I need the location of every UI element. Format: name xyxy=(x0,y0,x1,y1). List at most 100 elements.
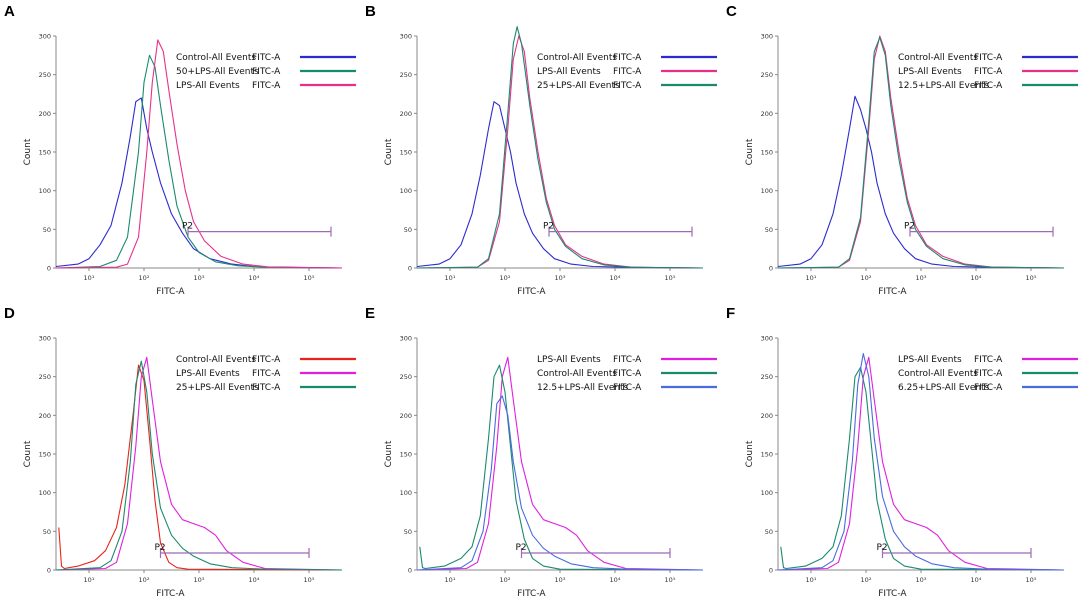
gate-label: P2 xyxy=(155,543,166,553)
x-tick-label: 10³ xyxy=(916,576,927,584)
panel-label: A xyxy=(4,3,15,20)
y-tick-label: 200 xyxy=(400,110,412,118)
panel-c: C 0 50 100 150 200 250 300 10¹ 10² 10³ 10⁴ 10⁵ FITC-A… xyxy=(722,0,1083,302)
legend-param: FITC-A xyxy=(252,355,281,365)
histogram-curve xyxy=(777,95,1065,269)
panel-label: E xyxy=(365,305,376,322)
legend-param: FITC-A xyxy=(974,81,1003,91)
legend-param: FITC-A xyxy=(252,53,281,63)
legend-param: FITC-A xyxy=(613,369,642,379)
y-tick-label: 200 xyxy=(400,412,412,420)
x-tick-label: 10⁴ xyxy=(249,274,260,282)
y-tick-label: 300 xyxy=(400,33,412,41)
x-tick-label: 10⁴ xyxy=(249,576,260,584)
x-tick-label: 10² xyxy=(861,274,872,282)
y-tick-label: 250 xyxy=(400,71,412,79)
x-tick-label: 10¹ xyxy=(806,274,817,282)
legend-label: 12.5+LPS-All Events xyxy=(898,81,990,91)
y-tick-label: 150 xyxy=(400,149,412,157)
x-tick-label: 10⁴ xyxy=(610,274,621,282)
y-tick-label: 50 xyxy=(765,226,773,234)
x-tick-label: 10⁴ xyxy=(610,576,621,584)
y-tick-label: 50 xyxy=(404,226,412,234)
x-tick-label: 10² xyxy=(500,576,511,584)
legend-param: FITC-A xyxy=(613,53,642,63)
legend-label: Control-All Events xyxy=(176,355,256,365)
x-tick-label: 10³ xyxy=(194,274,205,282)
y-tick-label: 200 xyxy=(761,412,773,420)
legend-param: FITC-A xyxy=(252,81,281,91)
histogram-curve xyxy=(416,26,704,269)
x-axis-label: FITC-A xyxy=(517,589,546,599)
legend-param: FITC-A xyxy=(613,383,642,393)
histogram-curve xyxy=(55,39,343,269)
y-tick-label: 0 xyxy=(769,567,773,575)
legend-label: LPS-All Events xyxy=(537,67,601,77)
y-tick-label: 50 xyxy=(765,528,773,536)
panel-e: E 0 50 100 150 200 250 300 10¹ 10² 10³ 10⁴ 10⁵ FITC-A… xyxy=(361,302,722,604)
y-tick-label: 150 xyxy=(39,149,51,157)
y-tick-label: 0 xyxy=(47,567,51,575)
x-tick-label: 10³ xyxy=(194,576,205,584)
histogram-curve xyxy=(419,364,704,571)
gate-p2 xyxy=(187,226,332,237)
panel-f: F 0 50 100 150 200 250 300 10¹ 10² 10³ 10⁴ 10⁵ FITC-A… xyxy=(722,302,1083,604)
gate-p2 xyxy=(548,226,693,237)
x-tick-label: 10² xyxy=(500,274,511,282)
histogram-curve xyxy=(55,97,343,269)
y-tick-label: 250 xyxy=(400,373,412,381)
legend-param: FITC-A xyxy=(974,53,1003,63)
y-axis-label: Count xyxy=(745,440,755,467)
x-tick-label: 10¹ xyxy=(84,274,95,282)
histogram-curve xyxy=(777,35,1065,269)
panel-label: D xyxy=(4,305,15,322)
x-tick-label: 10³ xyxy=(555,576,566,584)
y-tick-label: 50 xyxy=(43,226,51,234)
y-tick-label: 250 xyxy=(39,71,51,79)
y-tick-label: 300 xyxy=(761,335,773,343)
legend-param: FITC-A xyxy=(974,383,1003,393)
y-tick-label: 300 xyxy=(39,33,51,41)
gate-label: P2 xyxy=(182,222,193,232)
y-tick-label: 50 xyxy=(43,528,51,536)
y-tick-label: 150 xyxy=(39,451,51,459)
legend-label: Control-All Events xyxy=(898,53,978,63)
panel-b: B 0 50 100 150 200 250 300 10¹ 10² 10³ 10⁴ 10⁵ FITC-A… xyxy=(361,0,722,302)
x-axis-label: FITC-A xyxy=(517,287,546,297)
gate-p2 xyxy=(909,226,1054,237)
panel-d: D 0 50 100 150 200 250 300 10¹ 10² 10³ 10⁴ 10⁵ FITC-A… xyxy=(0,302,361,604)
y-axis-label: Count xyxy=(23,138,33,165)
y-tick-label: 300 xyxy=(761,33,773,41)
x-axis-label: FITC-A xyxy=(156,287,185,297)
histogram-curve xyxy=(777,352,1065,571)
x-tick-label: 10¹ xyxy=(84,576,95,584)
gate-label: P2 xyxy=(904,222,915,232)
x-tick-label: 10¹ xyxy=(806,576,817,584)
x-tick-label: 10⁵ xyxy=(304,274,315,282)
x-tick-label: 10¹ xyxy=(445,274,456,282)
legend-param: FITC-A xyxy=(974,67,1003,77)
y-tick-label: 150 xyxy=(400,451,412,459)
x-tick-label: 10¹ xyxy=(445,576,456,584)
y-axis-label: Count xyxy=(384,138,394,165)
x-tick-label: 10⁴ xyxy=(971,576,982,584)
y-axis-label: Count xyxy=(23,440,33,467)
histogram-curve xyxy=(58,364,343,571)
x-axis-label: FITC-A xyxy=(156,589,185,599)
legend-label: 6.25+LPS-All Events xyxy=(898,383,990,393)
y-tick-label: 250 xyxy=(761,373,773,381)
y-tick-label: 300 xyxy=(400,335,412,343)
x-tick-label: 10⁵ xyxy=(665,576,676,584)
y-tick-label: 100 xyxy=(400,489,412,497)
y-tick-label: 200 xyxy=(39,412,51,420)
legend-label: Control-All Events xyxy=(176,53,256,63)
legend-label: LPS-All Events xyxy=(537,355,601,365)
legend-param: FITC-A xyxy=(974,369,1003,379)
x-tick-label: 10³ xyxy=(916,274,927,282)
